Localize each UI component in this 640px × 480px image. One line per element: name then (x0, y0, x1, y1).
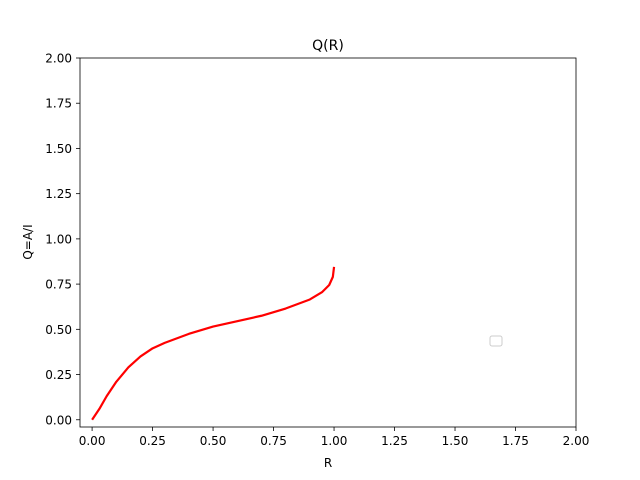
x-tick-label: 0.00 (79, 434, 106, 448)
x-tick-label: 0.50 (200, 434, 227, 448)
y-tick-label: 1.00 (45, 232, 72, 246)
y-axis-label: Q=A/I (21, 224, 35, 259)
x-tick-label: 1.75 (502, 434, 529, 448)
x-tick-label: 0.25 (139, 434, 166, 448)
chart-title: Q(R) (312, 38, 344, 54)
x-tick-label: 1.25 (381, 434, 408, 448)
y-tick-label: 1.25 (45, 187, 72, 201)
series-line-0 (91, 266, 336, 421)
axes-frame (79, 57, 577, 428)
y-tick-label: 0.75 (45, 278, 72, 292)
legend-box (489, 335, 503, 347)
y-tick-label: 0.25 (45, 368, 72, 382)
plot-area: 0.00 0.25 0.50 0.75 1.00 1.25 1.50 1.75 2.00 0.00… (45, 52, 589, 449)
y-tick-label: 0.50 (45, 323, 72, 337)
x-axis-label: R (324, 456, 332, 470)
x-tick-label: 2.00 (563, 434, 590, 448)
x-tick-label: 1.50 (442, 434, 469, 448)
y-tick-label: 2.00 (45, 52, 72, 66)
y-tick-label: 1.75 (45, 97, 72, 111)
y-tick-label: 1.50 (45, 142, 72, 156)
x-tick-label: 1.00 (321, 434, 348, 448)
y-tick-label: 0.00 (45, 413, 72, 427)
x-tick-label: 0.75 (260, 434, 287, 448)
